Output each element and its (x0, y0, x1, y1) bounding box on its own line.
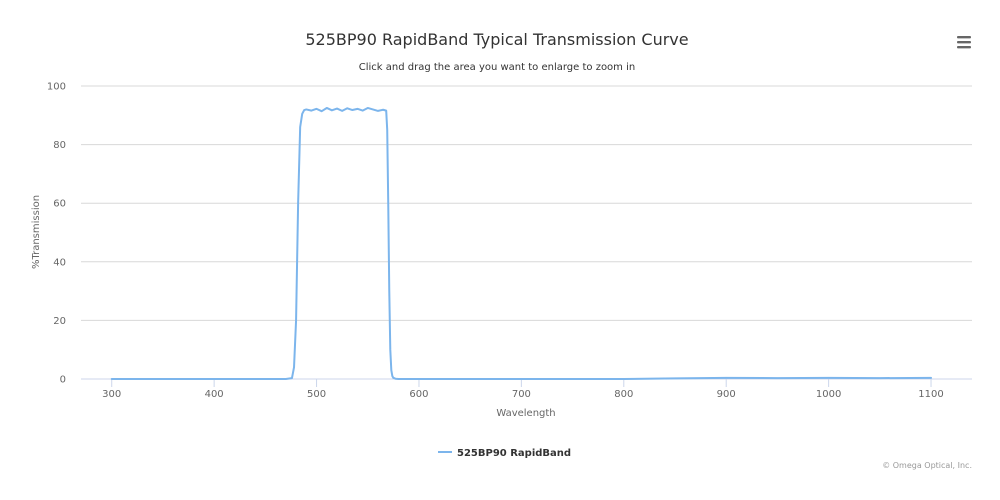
x-tick-label: 300 (102, 389, 121, 400)
y-tick-label: 40 (53, 257, 66, 268)
x-tick-label: 1000 (816, 389, 841, 400)
x-tick-label: 400 (205, 389, 224, 400)
y-tick-label: 0 (60, 375, 66, 386)
legend-label[interactable]: 525BP90 RapidBand (457, 448, 571, 459)
x-tick-label: 500 (307, 389, 326, 400)
y-axis-title: %Transmission (31, 195, 42, 269)
grid-lines (81, 85, 972, 321)
x-tick-label: 700 (512, 389, 531, 400)
y-tick-label: 20 (53, 316, 66, 327)
x-tick-label: 900 (717, 389, 736, 400)
x-axis-title: Wavelength (496, 408, 555, 419)
chart-subtitle: Click and drag the area you want to enla… (359, 62, 635, 73)
y-axis-ticks: 0 20 40 60 80 100 (47, 82, 66, 386)
legend[interactable]: 525BP90 RapidBand (438, 448, 571, 459)
x-tick-label: 1100 (918, 389, 943, 400)
series-line-0[interactable] (110, 106, 933, 380)
y-tick-label: 80 (53, 140, 66, 151)
y-tick-label: 100 (47, 82, 66, 93)
x-tick-label: 600 (409, 389, 428, 400)
chart-title: 525BP90 RapidBand Typical Transmission C… (305, 30, 688, 49)
y-tick-label: 60 (53, 199, 66, 210)
x-axis-ticks: 300 400 500 600 700 800 900 1000 1100 (102, 379, 944, 400)
series-layer (110, 106, 933, 380)
hamburger-menu-icon[interactable] (954, 32, 974, 49)
x-tick-label: 800 (614, 389, 633, 400)
credits-text[interactable]: © Omega Optical, Inc. (882, 461, 972, 470)
